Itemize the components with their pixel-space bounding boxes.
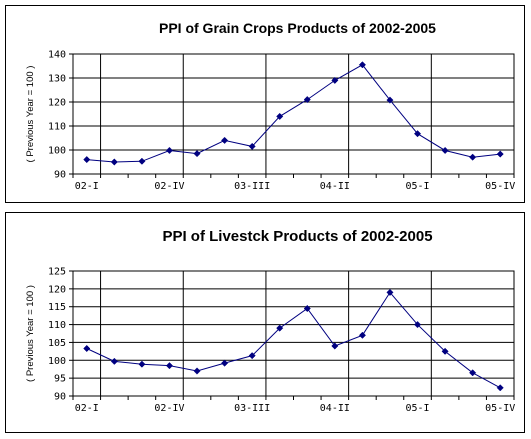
livestock-chart-svg: PPI of Livestck Products of 2002-2005 90 9… — [25, 228, 515, 414]
series-line — [86, 291, 501, 389]
y-tick-label: 100 — [48, 356, 66, 367]
data-point-marker — [358, 331, 366, 339]
y-tick-label: 130 — [48, 74, 66, 85]
data-point-marker — [165, 362, 174, 370]
x-tick-label: 05-IV — [485, 181, 515, 192]
data-point-marker — [469, 369, 477, 377]
y-tick-label: 105 — [48, 338, 66, 349]
data-point-marker — [469, 153, 477, 161]
data-point-marker — [221, 136, 229, 144]
data-point-marker — [165, 146, 174, 155]
data-point-marker — [496, 384, 504, 392]
x-tick-label: 04-II — [320, 181, 350, 192]
data-point-marker — [276, 112, 284, 120]
livestock-chart-panel: PPI of Livestck Products of 2002-2005 90 9… — [5, 212, 525, 433]
x-tick-label: 04-II — [320, 403, 350, 414]
data-point-marker — [413, 321, 422, 329]
y-axis-label: ( Previous Year = 100 ) — [25, 285, 36, 382]
data-point-marker — [193, 150, 201, 158]
grain-chart-svg: PPI of Grain Crops Products of 2002-2005… — [25, 20, 515, 192]
data-point-marker — [441, 347, 449, 355]
y-tick-label: 90 — [54, 392, 66, 403]
plot-area — [72, 53, 515, 175]
data-point-marker — [303, 304, 311, 313]
data-point-marker — [110, 158, 118, 166]
series-line — [86, 64, 501, 163]
plot-area — [72, 270, 515, 397]
x-tick-label: 03-III — [234, 181, 270, 192]
chart-title: PPI of Grain Crops Products of 2002-2005 — [159, 20, 436, 36]
grain-chart-panel: PPI of Grain Crops Products of 2002-2005… — [5, 5, 525, 203]
y-tick-label: 140 — [48, 50, 66, 61]
data-point-marker — [138, 360, 146, 368]
data-point-marker — [276, 324, 284, 332]
data-point-marker — [248, 142, 256, 150]
y-tick-label: 90 — [54, 170, 66, 181]
y-tick-label: 110 — [48, 320, 66, 331]
y-tick-label: 120 — [48, 284, 66, 295]
data-point-marker — [441, 146, 449, 155]
data-point-marker — [358, 61, 366, 69]
x-tick-label: 05-I — [405, 181, 429, 192]
y-tick-label: 120 — [48, 98, 66, 109]
data-point-marker — [83, 344, 91, 353]
data-point-marker — [83, 156, 91, 164]
y-tick-label: 95 — [54, 374, 66, 385]
y-tick-label: 125 — [48, 267, 66, 278]
y-tick-label: 110 — [48, 122, 66, 133]
data-point-marker — [331, 76, 339, 84]
x-tick-label: 02-I — [75, 181, 99, 192]
data-point-marker — [413, 130, 422, 138]
x-tick-label: 02-I — [75, 403, 99, 414]
data-point-marker — [386, 96, 394, 104]
data-point-marker — [193, 367, 201, 375]
data-point-marker — [248, 352, 256, 360]
data-point-marker — [138, 157, 146, 165]
data-point-marker — [331, 342, 339, 350]
x-tick-label: 03-III — [234, 403, 270, 414]
x-tick-label: 02-IV — [154, 403, 184, 414]
data-point-marker — [386, 288, 394, 296]
y-tick-label: 115 — [48, 302, 66, 313]
x-tick-label: 05-I — [405, 403, 429, 414]
data-point-marker — [110, 357, 118, 365]
chart-title: PPI of Livestck Products of 2002-2005 — [162, 228, 432, 245]
data-point-marker — [496, 150, 504, 158]
x-tick-label: 02-IV — [154, 181, 184, 192]
data-point-marker — [221, 359, 229, 367]
y-tick-label: 100 — [48, 146, 66, 157]
data-point-marker — [303, 96, 311, 104]
y-axis-label: ( Previous Year = 100 ) — [25, 66, 36, 163]
x-tick-label: 05-IV — [485, 403, 515, 414]
